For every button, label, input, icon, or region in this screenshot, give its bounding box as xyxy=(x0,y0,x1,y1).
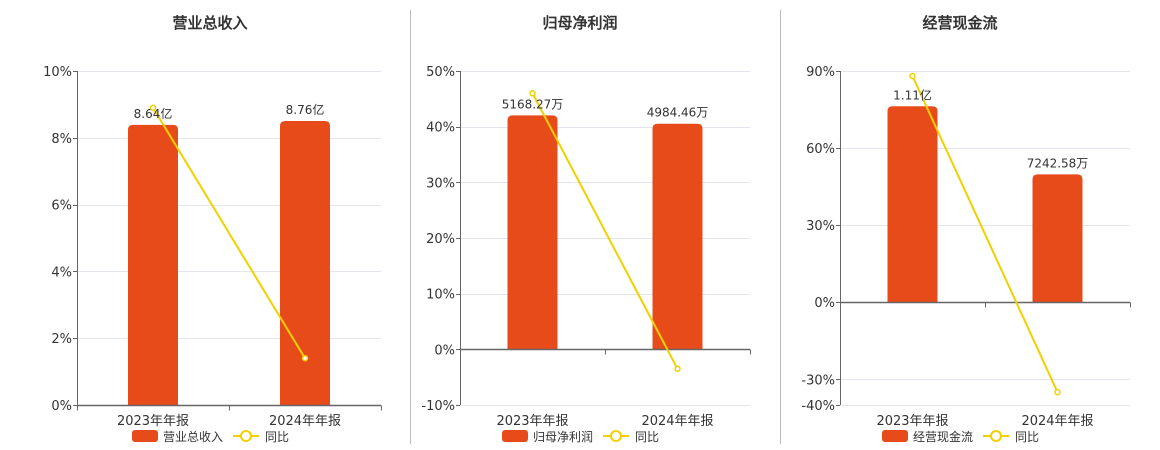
legend-line-marker xyxy=(610,430,622,442)
chart-title: 经营现金流 xyxy=(922,14,997,32)
y-tick-label: 30% xyxy=(806,219,835,234)
y-tick-label: -30% xyxy=(801,373,835,388)
y-tick-label: 0% xyxy=(51,399,72,414)
bar-data-label: 8.76亿 xyxy=(286,102,325,117)
bar-data-label: 1.11亿 xyxy=(893,87,932,102)
bar[interactable] xyxy=(652,123,703,350)
yoy-line xyxy=(911,75,1059,393)
category-label: 2023年年报 xyxy=(496,414,568,429)
yoy-point[interactable] xyxy=(674,365,681,373)
legend-bar-label: 归母净利润 xyxy=(533,430,593,444)
legend-line-label: 同比 xyxy=(1015,430,1039,444)
category-label: 2024年年报 xyxy=(269,414,341,429)
category-label: 2023年年报 xyxy=(876,414,948,429)
chart-title: 归母净利润 xyxy=(542,14,617,32)
y-tick-label: -40% xyxy=(801,399,835,414)
yoy-point[interactable] xyxy=(301,354,309,362)
y-tick-label: 20% xyxy=(426,232,455,247)
y-tick-label: 6% xyxy=(51,199,72,214)
y-tick-label: 0% xyxy=(814,296,835,311)
y-tick-label: 8% xyxy=(51,132,72,147)
yoy-point[interactable] xyxy=(1054,388,1061,396)
bar-data-label: 4984.46万 xyxy=(647,106,709,120)
bar[interactable] xyxy=(280,120,330,405)
bar-data-label: 5168.27万 xyxy=(502,97,564,111)
y-tick-label: 10% xyxy=(426,288,455,303)
legend-line-label: 同比 xyxy=(635,430,659,444)
y-tick-label: 2% xyxy=(51,332,72,347)
bar-data-label: 8.64亿 xyxy=(134,106,173,121)
y-tick-label: 60% xyxy=(806,142,835,157)
yoy-line xyxy=(152,107,306,359)
bar[interactable] xyxy=(1032,174,1083,303)
y-tick-label: 4% xyxy=(51,265,72,280)
legend-line-label: 同比 xyxy=(265,430,289,444)
legend-bar-swatch xyxy=(132,430,158,442)
y-tick-label: 50% xyxy=(426,65,455,80)
legend-line-marker xyxy=(240,430,252,442)
y-tick-label: 0% xyxy=(434,343,455,358)
bar[interactable] xyxy=(507,115,558,350)
yoy-point[interactable] xyxy=(909,72,916,80)
category-label: 2024年年报 xyxy=(1021,414,1093,429)
bar[interactable] xyxy=(887,106,938,303)
bar[interactable] xyxy=(128,124,178,405)
legend-line-marker xyxy=(990,430,1002,442)
yoy-line xyxy=(531,92,679,370)
legend-bar-label: 营业总收入 xyxy=(163,430,223,444)
y-tick-label: 30% xyxy=(426,176,455,191)
legend-bar-swatch xyxy=(502,430,528,442)
y-tick-label: 90% xyxy=(806,65,835,80)
y-tick-label: 40% xyxy=(426,121,455,136)
category-label: 2024年年报 xyxy=(641,414,713,429)
yoy-point[interactable] xyxy=(149,104,157,111)
legend-bar-label: 经营现金流 xyxy=(913,429,973,444)
legend-bar-swatch xyxy=(882,430,908,442)
category-label: 2023年年报 xyxy=(117,414,189,429)
chart-title: 营业总收入 xyxy=(172,14,247,32)
yoy-point[interactable] xyxy=(529,90,536,97)
y-tick-label: 10% xyxy=(43,65,72,80)
bar-data-label: 7242.58万 xyxy=(1027,156,1089,170)
y-tick-label: -10% xyxy=(421,399,455,414)
